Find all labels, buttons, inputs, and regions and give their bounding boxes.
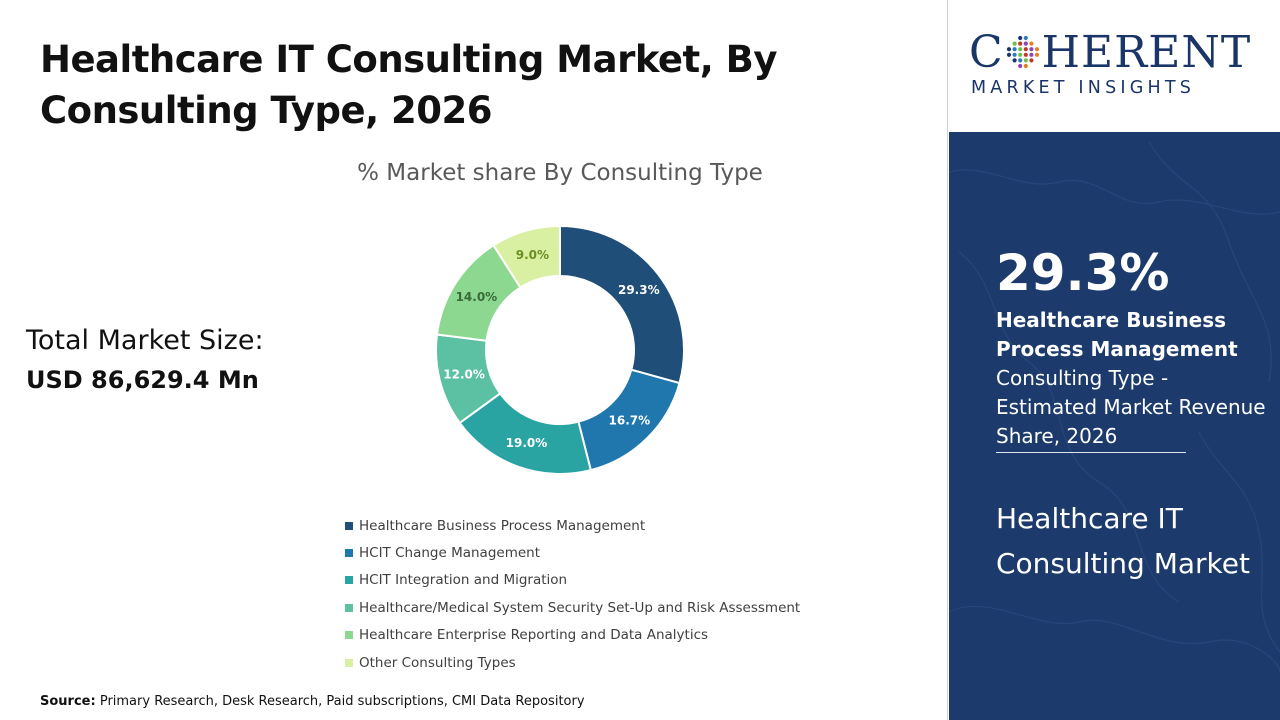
legend-swatch — [345, 658, 353, 667]
legend-item: HCIT Change Management — [345, 539, 905, 566]
total-market-size-label: Total Market Size: — [26, 325, 264, 356]
logo-letter-c: C — [969, 27, 1004, 78]
highlight-panel: 29.3% Healthcare Business Process Manage… — [949, 132, 1280, 720]
donut-slice — [559, 224, 685, 385]
slice-data-label: 14.0% — [456, 290, 498, 304]
legend-swatch — [345, 576, 353, 585]
highlight-description: Consulting Type - Estimated Market Reven… — [996, 366, 1266, 448]
legend-item: Healthcare Enterprise Reporting and Data… — [345, 622, 905, 649]
legend-item: Healthcare/Medical System Security Set-U… — [345, 594, 905, 621]
legend-swatch — [345, 521, 353, 530]
world-map-background — [949, 141, 1280, 673]
source-note: Source: Primary Research, Desk Research,… — [40, 694, 585, 709]
company-logo: C HERENT MARKET INSIGHTS — [949, 0, 1280, 132]
chart-title: % Market share By Consulting Type — [357, 160, 763, 186]
source-text: Primary Research, Desk Research, Paid su… — [99, 694, 585, 709]
legend-label: Healthcare/Medical System Security Set-U… — [359, 599, 801, 616]
total-market-size-value: USD 86,629.4 Mn — [26, 366, 259, 394]
chart-legend: Healthcare Business Process Management HC… — [345, 512, 905, 676]
slice-data-label: 12.0% — [443, 368, 485, 382]
slice-data-label: 9.0% — [516, 248, 549, 262]
donut-chart: 29.3% 16.7% 19.0% 12.0% 14.0% 9.0% — [435, 224, 685, 475]
page-title: Healthcare IT Consulting Market, By Cons… — [40, 38, 777, 132]
legend-label: Healthcare Business Process Management — [359, 517, 646, 534]
legend-item: HCIT Integration and Migration — [345, 567, 905, 594]
globe-dots-icon — [1006, 35, 1039, 69]
highlight-market-name: Healthcare IT Consulting Market — [996, 502, 1250, 580]
legend-swatch — [345, 549, 353, 558]
logo-wordmark: C HERENT — [969, 28, 1251, 78]
legend-label: Other Consulting Types — [359, 654, 516, 671]
logo-letters-herent: HERENT — [1041, 27, 1252, 78]
legend-label: Healthcare Enterprise Reporting and Data… — [359, 627, 709, 644]
legend-swatch — [345, 631, 353, 640]
slice-data-label: 29.3% — [618, 283, 660, 297]
legend-item: Healthcare Business Process Management — [345, 512, 905, 539]
logo-subtitle: MARKET INSIGHTS — [971, 78, 1196, 98]
legend-item: Other Consulting Types — [345, 649, 905, 676]
slice-data-label: 19.0% — [506, 436, 548, 450]
highlight-percentage: 29.3% — [996, 244, 1170, 302]
highlight-divider — [996, 452, 1186, 453]
legend-swatch — [345, 603, 353, 612]
donut-slice — [492, 224, 561, 289]
legend-label: HCIT Integration and Migration — [359, 572, 568, 589]
left-panel: Healthcare IT Consulting Market, By Cons… — [26, 0, 948, 720]
source-label: Source: — [40, 694, 96, 709]
highlight-segment-name: Healthcare Business Process Management — [996, 308, 1238, 361]
slice-data-label: 16.7% — [609, 414, 651, 428]
legend-label: HCIT Change Management — [359, 545, 541, 562]
